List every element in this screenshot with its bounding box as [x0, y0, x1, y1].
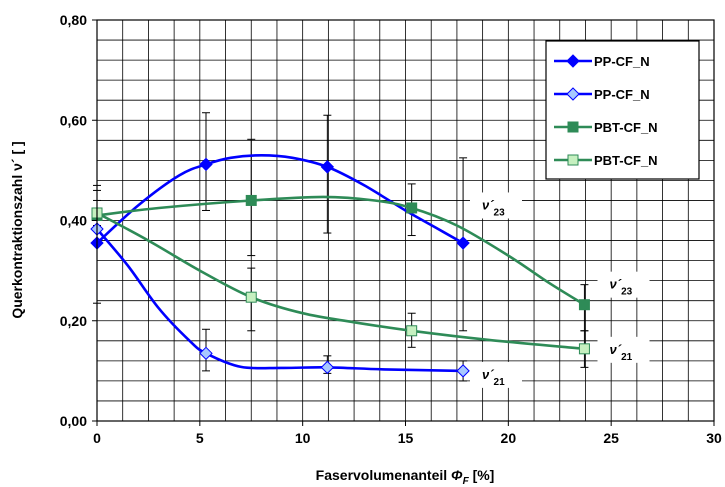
y-tick-label: 0,20 [60, 313, 87, 329]
x-tick-label: 5 [196, 430, 204, 446]
data-markers [90, 157, 590, 378]
y-tick-label: 0,80 [60, 12, 87, 28]
data-point-2 [320, 360, 335, 375]
x-tick-label: 10 [295, 430, 311, 446]
axes: 0 5 10 15 20 25 30 0,00 0,20 0,40 0,60 0,80 [60, 12, 722, 446]
series-line-3 [96, 195, 586, 306]
legend: PP-CF_N PP-CF_N PBT-CF_N PBT-CF_N [545, 40, 700, 180]
x-tick-label: 15 [398, 430, 414, 446]
x-tick-label: 0 [93, 430, 101, 446]
annotation-label: ν´21 [610, 342, 633, 363]
legend-swatch-marker [567, 154, 579, 166]
data-point-4 [406, 325, 418, 337]
legend-swatch-marker [567, 121, 579, 133]
annotations: ν´23 ν´23 ν´21 ν´21 [469, 192, 650, 388]
x-axis-label-text: Faservolumenanteil [316, 467, 448, 483]
legend-swatch-marker [566, 54, 580, 68]
annotation-label: ν´23 [610, 277, 633, 298]
annotation-label: ν´23 [482, 197, 505, 218]
legend-label: PBT-CF_N [594, 120, 658, 135]
legend-label: PP-CF_N [594, 54, 650, 69]
x-axis-label-symbol: Φ [451, 467, 463, 483]
x-tick-label: 30 [706, 430, 722, 446]
data-point-1 [456, 236, 470, 250]
data-point-4 [245, 291, 257, 303]
data-point-1 [320, 160, 335, 174]
data-point-1 [199, 157, 213, 172]
x-axis-label-unit: [%] [473, 467, 495, 483]
data-point-3 [406, 202, 418, 214]
data-point-2 [199, 346, 213, 361]
annotation-box [469, 361, 522, 388]
y-tick-label: 0,40 [60, 213, 87, 229]
annotation-label: ν´21 [482, 367, 505, 388]
legend-label: PP-CF_N [594, 87, 650, 102]
series-line-4 [96, 211, 585, 351]
x-axis-label: Faservolumenanteil ΦF [%] [316, 467, 495, 487]
y-axis-label: Querkontraktionszahl ν´ [ ] [9, 141, 25, 318]
x-tick-label: 25 [603, 430, 619, 446]
x-axis-label-subscript: F [463, 476, 470, 487]
legend-label: PBT-CF_N [594, 153, 658, 168]
y-tick-label: 0,60 [60, 112, 87, 128]
data-point-3 [245, 194, 257, 206]
x-tick-label: 20 [501, 430, 517, 446]
y-tick-label: 0,00 [60, 413, 87, 429]
data-point-2 [456, 364, 470, 378]
data-point-3 [578, 299, 590, 311]
annotation-box [597, 336, 650, 363]
series-line-2 [96, 228, 464, 373]
legend-swatch-marker [566, 87, 580, 101]
annotation-box [597, 271, 650, 298]
data-point-4 [578, 343, 590, 355]
annotation-box [469, 192, 522, 219]
series-curves [96, 153, 586, 373]
